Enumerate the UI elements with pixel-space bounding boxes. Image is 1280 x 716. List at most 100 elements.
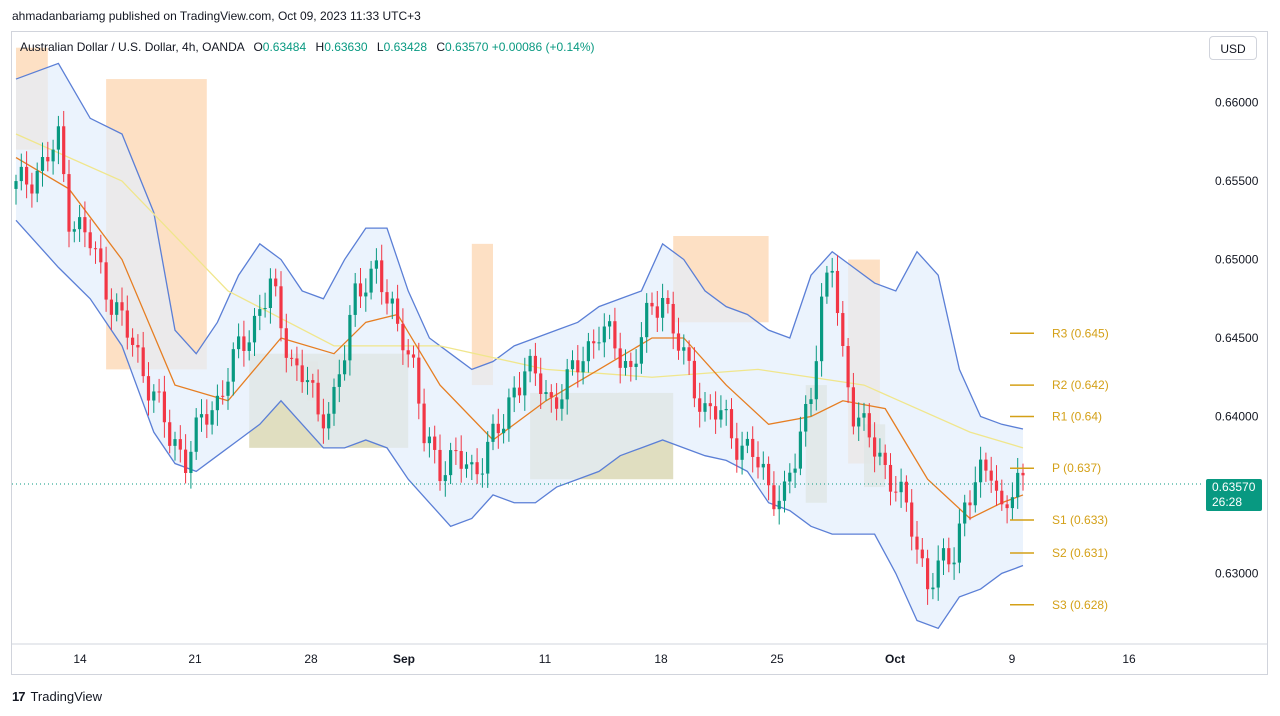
candle-body	[443, 475, 447, 482]
candle	[963, 494, 967, 537]
candle	[740, 431, 744, 475]
candle-body	[533, 355, 537, 374]
candle-body	[83, 217, 87, 233]
x-tick-label: 11	[539, 652, 552, 666]
candle	[173, 431, 177, 461]
upper-band-line	[15, 62, 1024, 430]
candle	[931, 572, 935, 600]
candle-body	[645, 302, 649, 338]
candle	[380, 244, 384, 305]
candle-body	[804, 403, 808, 432]
candle-body	[576, 360, 580, 373]
candle-body	[888, 464, 893, 492]
candle	[141, 331, 145, 383]
candle	[486, 431, 490, 488]
candle	[358, 268, 363, 308]
candle	[523, 357, 527, 411]
candle-body	[274, 278, 278, 287]
x-tick-label: 28	[304, 652, 318, 666]
candle-body	[390, 298, 394, 304]
candle	[237, 323, 241, 359]
candle	[894, 475, 898, 502]
tradingview-logo-icon[interactable]: 17	[12, 689, 26, 704]
candle	[671, 291, 675, 350]
candle	[385, 279, 389, 315]
pivot-level: P (0.637)	[1010, 461, 1101, 475]
candle	[40, 142, 45, 187]
x-tick-label: 16	[1122, 652, 1136, 666]
candle-body	[72, 229, 76, 232]
candle	[14, 174, 18, 205]
candle-body	[93, 248, 98, 250]
candle	[99, 234, 103, 274]
candle-body	[290, 357, 294, 359]
symbol-legend: Australian Dollar / U.S. Dollar, 4h, OAN…	[20, 40, 595, 54]
band-fill	[16, 63, 1023, 629]
candle-body	[555, 397, 559, 409]
candle-body	[411, 354, 416, 358]
candle	[682, 334, 686, 365]
candle	[539, 357, 543, 409]
candle-body	[989, 470, 993, 481]
candle	[618, 332, 622, 384]
candle	[968, 490, 972, 521]
candle	[274, 268, 278, 297]
candle	[411, 345, 416, 368]
candle-body	[1010, 497, 1014, 509]
candle	[67, 159, 71, 248]
candle	[438, 434, 442, 491]
candle	[353, 272, 357, 327]
candle-body	[141, 347, 145, 377]
candle-body	[941, 548, 946, 561]
candle	[608, 314, 612, 340]
candle	[560, 384, 564, 421]
candle	[957, 509, 961, 574]
candle-body	[454, 450, 458, 452]
pivot-label: R1 (0.64)	[1052, 409, 1102, 423]
candle	[300, 349, 304, 393]
candle	[247, 330, 251, 361]
candle	[512, 376, 516, 413]
candle	[427, 427, 431, 458]
pivot-level: S3 (0.628)	[1010, 598, 1108, 612]
candle-body	[639, 337, 643, 364]
candle	[157, 378, 161, 403]
x-tick-label: Oct	[885, 652, 905, 666]
candle	[1010, 482, 1014, 520]
candle	[221, 380, 225, 405]
candle	[321, 398, 325, 444]
candle-body	[544, 392, 548, 395]
candle-body	[777, 500, 781, 510]
candle	[973, 466, 977, 513]
candle-body	[470, 462, 474, 465]
candle-body	[883, 452, 887, 465]
low-value: 0.63428	[383, 40, 427, 54]
price-chart[interactable]: R3 (0.645) R2 (0.642) R1 (0.64) P (0.637) S1…	[12, 32, 1268, 674]
candle	[666, 290, 670, 314]
candle-body	[517, 387, 522, 396]
candle-body	[242, 336, 246, 351]
candle-body	[316, 382, 320, 415]
candle	[947, 537, 951, 573]
candle-body	[321, 414, 325, 429]
candle-body	[857, 417, 861, 427]
low-label: L	[376, 40, 384, 54]
candle-body	[788, 472, 792, 482]
candle	[984, 452, 988, 482]
candle	[570, 350, 575, 376]
y-tick-label: 0.64500	[1215, 331, 1259, 345]
candle-body	[957, 523, 961, 563]
candle	[602, 313, 606, 358]
candle	[115, 293, 119, 322]
candle-body	[629, 360, 633, 367]
tradingview-brand[interactable]: TradingView	[30, 689, 103, 704]
candle	[676, 317, 681, 360]
candle	[703, 391, 707, 422]
candle-body	[835, 270, 840, 314]
candle-body	[215, 395, 219, 411]
candle-body	[464, 464, 469, 469]
currency-button[interactable]: USD	[1209, 36, 1257, 60]
candle	[698, 382, 702, 428]
candle-body	[904, 481, 908, 503]
candle	[136, 334, 140, 363]
